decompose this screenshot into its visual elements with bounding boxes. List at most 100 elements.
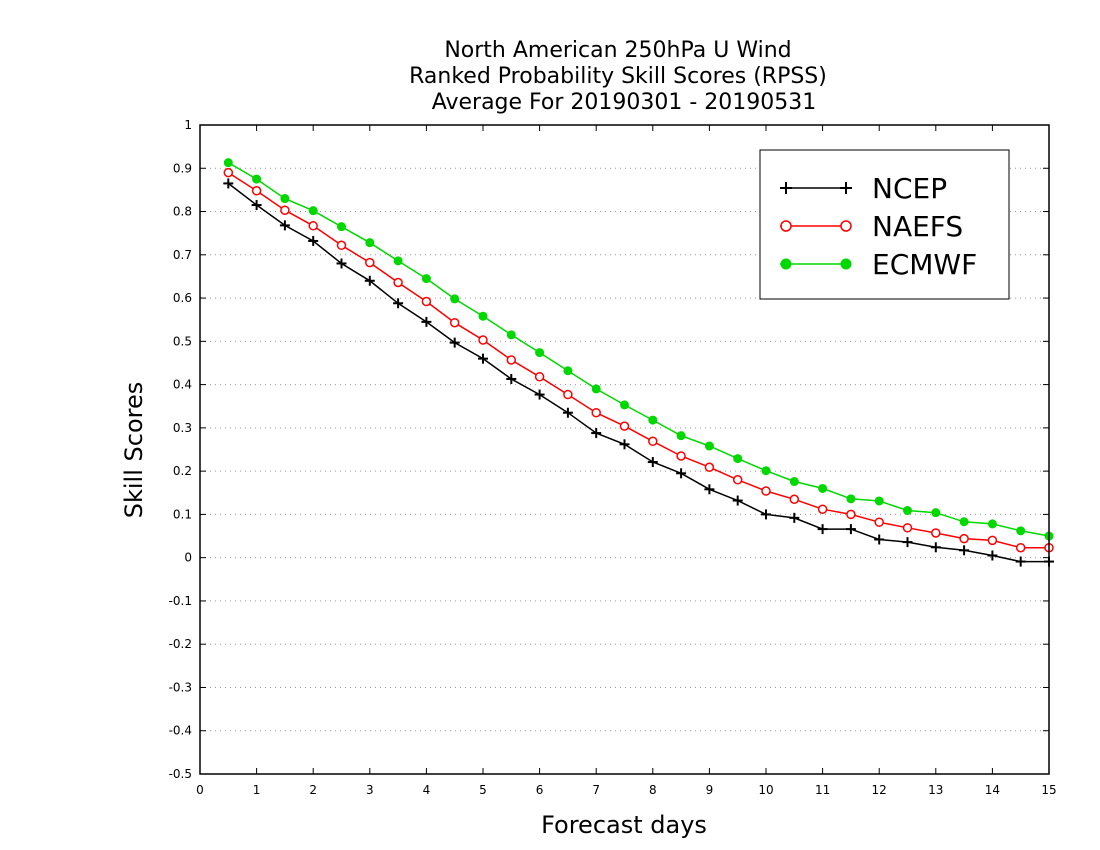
data-point-filled-circle <box>591 384 601 394</box>
x-tick-label: 6 <box>536 783 544 797</box>
data-point-open-circle <box>840 220 852 232</box>
data-point-plus <box>506 373 517 384</box>
data-point-open-circle <box>223 167 234 178</box>
data-point-filled-circle <box>337 222 346 232</box>
y-tick-label: 0.4 <box>173 378 192 392</box>
data-point-filled-circle <box>563 366 573 376</box>
data-point-filled-circle <box>676 431 686 441</box>
data-point-filled-circle <box>704 441 714 451</box>
data-point-filled-circle <box>506 330 516 340</box>
data-point-filled-circle <box>874 496 884 506</box>
data-point-open-circle <box>846 509 856 520</box>
data-point-filled-circle <box>761 466 771 476</box>
data-point-plus <box>959 545 970 556</box>
y-tick-label: -0.2 <box>169 637 192 651</box>
chart-title-line-2: Ranked Probability Skill Scores (RPSS) <box>409 64 827 89</box>
x-tick-label: 1 <box>253 783 261 797</box>
data-point-filled-circle <box>308 206 318 216</box>
data-point-plus <box>789 512 800 523</box>
y-axis-ticks: -0.5 -0.4 -0.3 -0.2 -0.1 0 0.1 0.2 0.3 0.4 0.5 0.6 0… <box>169 118 1049 781</box>
data-point-open-circle <box>251 186 262 196</box>
data-point-plus <box>676 468 687 479</box>
series-line <box>227 161 1050 537</box>
data-point-plus <box>478 353 488 364</box>
data-point-open-circle <box>563 389 573 400</box>
data-point-plus <box>780 182 792 194</box>
data-point-plus <box>930 542 941 553</box>
x-tick-label: 4 <box>423 783 431 797</box>
data-point-filled-circle <box>903 506 912 516</box>
x-axis-title: Forecast days <box>541 811 707 839</box>
data-point-filled-circle <box>818 483 828 493</box>
y-tick-label: 0.9 <box>173 161 192 175</box>
data-point-plus <box>619 439 630 450</box>
data-point-open-circle <box>676 451 686 461</box>
y-axis-title: Skill Scores <box>120 382 148 519</box>
data-point-open-circle <box>817 504 828 514</box>
series-line <box>227 171 1049 549</box>
y-tick-label: 0.7 <box>173 248 192 262</box>
data-point-filled-circle <box>223 158 233 168</box>
data-point-open-circle <box>591 407 601 418</box>
y-tick-label: 1 <box>184 118 192 132</box>
chart-title-line-1: North American 250hPa U Wind <box>444 38 791 63</box>
data-point-filled-circle <box>535 348 545 358</box>
data-point-filled-circle <box>733 454 743 464</box>
data-point-filled-circle <box>846 494 856 504</box>
data-point-plus <box>562 407 573 418</box>
data-point-plus <box>817 524 828 535</box>
data-point-plus <box>987 550 998 561</box>
data-point-plus <box>251 200 262 211</box>
legend-label: NAEFS <box>872 210 963 243</box>
data-point-open-circle <box>780 220 792 232</box>
data-point-filled-circle <box>280 194 290 204</box>
data-point-plus <box>393 298 404 309</box>
data-point-open-circle <box>280 205 290 215</box>
data-point-filled-circle <box>1016 526 1026 536</box>
data-point-filled-circle <box>450 294 460 304</box>
data-point-open-circle <box>987 535 998 546</box>
y-tick-label: -0.5 <box>169 767 192 781</box>
x-tick-label: 14 <box>985 783 1000 797</box>
data-point-open-circle <box>732 475 743 485</box>
data-point-plus <box>449 337 460 348</box>
chart-title-line-3: Average For 20190301 - 20190531 <box>432 90 817 115</box>
data-point-open-circle <box>336 240 347 251</box>
data-point-filled-circle <box>987 519 997 529</box>
data-point-open-circle <box>902 523 913 533</box>
y-tick-label: -0.4 <box>169 724 192 738</box>
data-point-open-circle <box>534 372 545 382</box>
y-tick-label: 0.8 <box>173 205 192 219</box>
data-point-filled-circle <box>959 517 969 527</box>
x-tick-label: 7 <box>592 783 600 797</box>
x-tick-label: 13 <box>928 783 943 797</box>
data-point-plus <box>840 182 852 194</box>
x-tick-label: 11 <box>815 783 830 797</box>
x-tick-label: 9 <box>706 783 714 797</box>
data-point-open-circle <box>506 355 517 365</box>
data-point-open-circle <box>449 317 460 328</box>
data-point-plus <box>704 484 715 495</box>
data-point-open-circle <box>478 335 488 345</box>
plot-frame <box>199 124 1050 775</box>
legend-box <box>759 149 1010 300</box>
data-point-filled-circle <box>648 415 658 425</box>
data-point-filled-circle <box>252 174 262 184</box>
data-point-open-circle <box>308 221 318 231</box>
legend-item-ncep: NCEP <box>780 172 947 205</box>
legend-label: ECMWF <box>872 248 977 281</box>
data-point-plus <box>902 537 913 548</box>
data-point-filled-circle <box>365 238 375 248</box>
data-point-open-circle <box>931 528 941 538</box>
data-point-plus <box>336 258 347 269</box>
data-point-plus <box>761 509 771 520</box>
series-ecmwf <box>223 158 1054 541</box>
data-point-open-circle <box>648 436 658 447</box>
x-tick-label: 8 <box>649 783 657 797</box>
x-tick-label: 3 <box>366 783 374 797</box>
x-tick-label: 5 <box>479 783 487 797</box>
data-point-filled-circle <box>789 477 799 487</box>
data-point-plus <box>845 524 856 535</box>
data-point-open-circle <box>959 533 969 544</box>
